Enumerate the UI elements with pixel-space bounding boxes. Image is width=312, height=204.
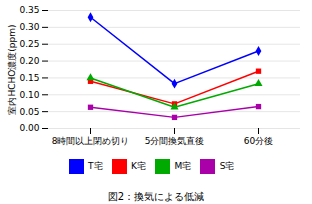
svg-text:8時間以上閉め切り: 8時間以上閉め切り (52, 136, 130, 146)
html-text:M宅: M宅 (174, 161, 192, 171)
svg-text:0.05: 0.05 (19, 107, 39, 117)
svg-text:60分後: 60分後 (244, 136, 273, 146)
svg-text:0.00: 0.00 (19, 123, 39, 133)
svg-text:室内HCHO濃度(ppm): 室内HCHO濃度(ppm) (7, 24, 17, 114)
svg-text:0.15: 0.15 (19, 73, 39, 83)
svg-text:0.35: 0.35 (19, 5, 39, 15)
svg-text:0.10: 0.10 (19, 90, 39, 100)
html-text:図2：換気による低減: 図2：換気による低減 (107, 190, 205, 202)
svg-text:0.30: 0.30 (19, 22, 39, 32)
svg-text:0.20: 0.20 (19, 56, 39, 66)
html-text:S宅: S宅 (219, 161, 235, 171)
svg-text:5分間換気直後: 5分間換気直後 (145, 136, 205, 146)
html-text:K宅: K宅 (131, 161, 146, 171)
svg-text:0.25: 0.25 (19, 39, 39, 49)
html-text:T宅: T宅 (88, 161, 103, 171)
